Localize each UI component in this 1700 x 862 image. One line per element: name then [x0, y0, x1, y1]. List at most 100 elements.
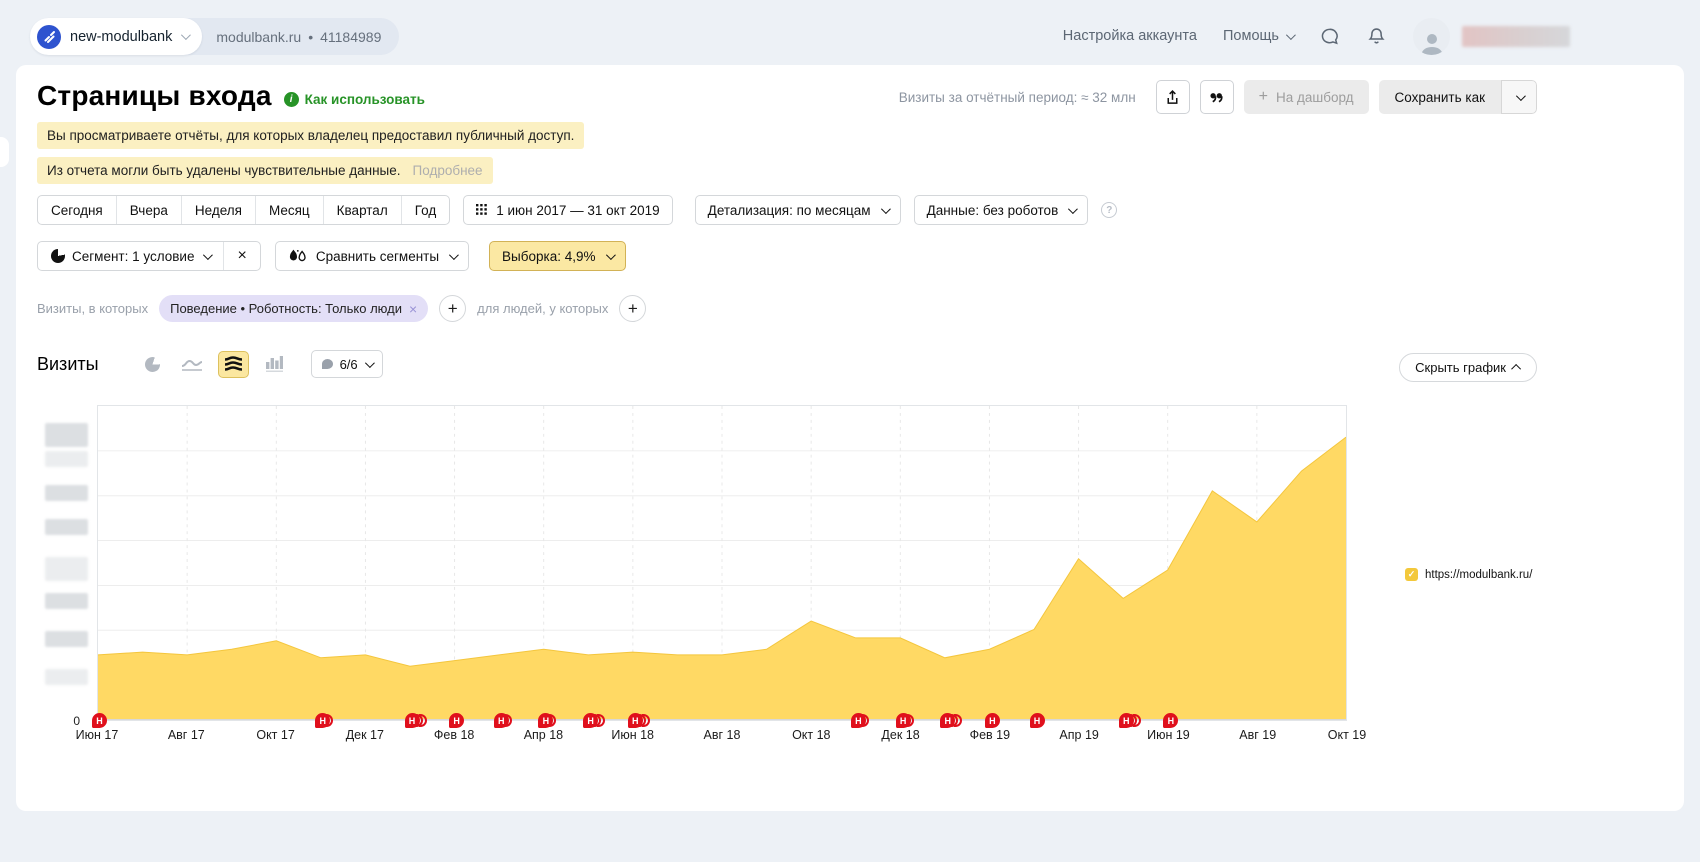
- help-menu[interactable]: Помощь: [1222, 28, 1296, 44]
- page-title: Страницы входа: [37, 80, 272, 111]
- chart-type-columns-icon[interactable]: [262, 351, 288, 377]
- avatar[interactable]: [1413, 17, 1450, 55]
- annotation-marker[interactable]: Н: [1163, 713, 1179, 728]
- annotation-marker[interactable]: Н: [493, 713, 512, 728]
- annotation-marker[interactable]: Н: [404, 713, 427, 728]
- bell-icon[interactable]: [1366, 26, 1387, 47]
- annotation-marker[interactable]: Н: [583, 713, 606, 728]
- annotation-stack-arc: [905, 714, 914, 727]
- detalization-dropdown[interactable]: Детализация: по месяцам: [694, 195, 901, 225]
- chart-type-pie-icon[interactable]: [140, 351, 166, 377]
- annotation-bubble-icon: Н: [449, 713, 465, 728]
- sidebar-collapse-handle[interactable]: [0, 137, 9, 167]
- save-as-menu[interactable]: [1501, 80, 1537, 114]
- annotation-marker[interactable]: Н: [1029, 713, 1045, 728]
- annotation-marker[interactable]: Н: [895, 713, 914, 728]
- date-range-button[interactable]: 1 июн 2017 — 31 окт 2019: [463, 195, 673, 225]
- annotation-marker[interactable]: Н: [984, 713, 1000, 728]
- visits-chart-svg: [98, 406, 1346, 720]
- annotation-bubble-icon: Н: [1163, 713, 1179, 728]
- annotation-bubble-icon: Н: [92, 713, 107, 728]
- redacted-y-label: [45, 451, 88, 467]
- report-card: Страницы входа i Как использовать Визиты…: [16, 65, 1684, 811]
- topbar-right: Настройка аккаунта Помощь: [1063, 14, 1570, 58]
- chart-type-line-icon[interactable]: [179, 351, 205, 377]
- sampling-dropdown[interactable]: Выборка: 4,9%: [489, 241, 626, 271]
- compare-segments-dropdown[interactable]: Сравнить сегменты: [274, 241, 470, 271]
- chevron-down-icon: [1515, 90, 1526, 101]
- annotations-dropdown[interactable]: 6/6: [310, 350, 383, 378]
- add-to-dashboard-button[interactable]: + На дашборд: [1243, 80, 1369, 114]
- chat-icon[interactable]: [1319, 26, 1340, 47]
- notice-text: Из отчета могли быть удалены чувствитель…: [47, 163, 401, 178]
- counter-select[interactable]: new-modulbank: [30, 18, 203, 55]
- chart-type-area-icon[interactable]: [217, 350, 249, 378]
- add-people-condition-button[interactable]: +: [619, 295, 647, 322]
- save-as-button[interactable]: Сохранить как: [1378, 80, 1537, 114]
- annotation-bubble-icon: Н: [850, 713, 866, 728]
- preset-yesterday[interactable]: Вчера: [115, 196, 181, 224]
- redacted-y-label: [45, 557, 88, 581]
- annotations-count: 6/6: [339, 356, 358, 372]
- x-axis-label: Июн 19: [1147, 728, 1190, 742]
- segment-pie-icon: [51, 249, 65, 263]
- preset-year[interactable]: Год: [400, 196, 449, 224]
- annotation-marker[interactable]: Н: [627, 713, 650, 728]
- report-header: Страницы входа i Как использовать: [37, 80, 425, 112]
- export-button[interactable]: [1155, 80, 1190, 114]
- help-question-icon[interactable]: ?: [1101, 202, 1118, 218]
- x-axis-label: Авг 18: [703, 728, 741, 742]
- annotation-stack-arc: [597, 714, 606, 727]
- redacted-y-label: [45, 485, 88, 501]
- annotation-marker[interactable]: Н: [1118, 713, 1141, 728]
- save-as-label: Сохранить как: [1378, 80, 1501, 114]
- hide-chart-button[interactable]: Скрыть график: [1399, 353, 1537, 382]
- chip-remove-icon[interactable]: ×: [408, 300, 418, 317]
- annotation-marker[interactable]: Н: [92, 713, 107, 728]
- preset-today[interactable]: Сегодня: [51, 202, 103, 218]
- period-controls-row: Сегодня Вчера Неделя Месяц Квартал Год 1…: [37, 195, 1118, 225]
- preset-quarter[interactable]: Квартал: [322, 196, 401, 224]
- preset-month[interactable]: Месяц: [254, 196, 323, 224]
- separator-dot: •: [308, 28, 314, 45]
- annotation-marker[interactable]: Н: [940, 713, 963, 728]
- how-to-use-link[interactable]: i Как использовать: [283, 91, 425, 107]
- x-axis-label: Окт 17: [256, 728, 295, 742]
- annotation-bubble-icon: Н: [940, 713, 956, 728]
- y-axis-zero-label: 0: [73, 714, 80, 728]
- annotation-stack-arc: [641, 714, 650, 727]
- chevron-down-icon: [1285, 29, 1296, 40]
- hide-chart-label: Скрыть график: [1415, 360, 1506, 375]
- annotation-bubble-icon: Н: [315, 713, 331, 728]
- redacted-y-label: [45, 423, 88, 447]
- segment-condition-chip[interactable]: Поведение • Роботность: Только люди ×: [159, 295, 429, 322]
- data-mode-dropdown[interactable]: Данные: без роботов: [913, 195, 1089, 225]
- add-visit-condition-button[interactable]: +: [439, 295, 467, 322]
- metrica-logo-icon: [37, 24, 61, 49]
- more-details-link[interactable]: Подробнее: [412, 163, 483, 178]
- period-presets: Сегодня Вчера Неделя Месяц Квартал Год: [37, 195, 451, 225]
- annotation-marker[interactable]: Н: [449, 713, 465, 728]
- segment-clear-button[interactable]: ×: [223, 242, 259, 270]
- compare-segments-label: Сравнить сегменты: [315, 248, 440, 264]
- chevron-down-icon: [605, 249, 616, 260]
- redacted-y-label: [45, 631, 88, 647]
- quotes-icon-button[interactable]: [1199, 80, 1234, 114]
- help-label: Помощь: [1222, 28, 1279, 44]
- for-people-label: для людей, у которых: [477, 301, 609, 316]
- annotation-marker[interactable]: Н: [315, 713, 334, 728]
- annotation-marker[interactable]: Н: [850, 713, 869, 728]
- x-axis-label: Окт 18: [792, 728, 831, 742]
- annotation-bubble-icon: Н: [583, 713, 599, 728]
- preset-week[interactable]: Неделя: [180, 196, 255, 224]
- legend-checkbox[interactable]: ✓: [1405, 568, 1418, 581]
- account-settings-link[interactable]: Настройка аккаунта: [1062, 28, 1197, 44]
- segment-dropdown[interactable]: Сегмент: 1 условие: [38, 242, 223, 270]
- annotation-marker[interactable]: Н: [538, 713, 557, 728]
- user-name-redacted: [1462, 25, 1570, 47]
- annotation-stack-arc: [418, 714, 427, 727]
- counter-name: new-modulbank: [70, 28, 173, 45]
- annotation-bubble-icon: Н: [493, 713, 509, 728]
- redacted-y-label: [45, 669, 88, 685]
- annotation-stack-arc: [1132, 714, 1141, 727]
